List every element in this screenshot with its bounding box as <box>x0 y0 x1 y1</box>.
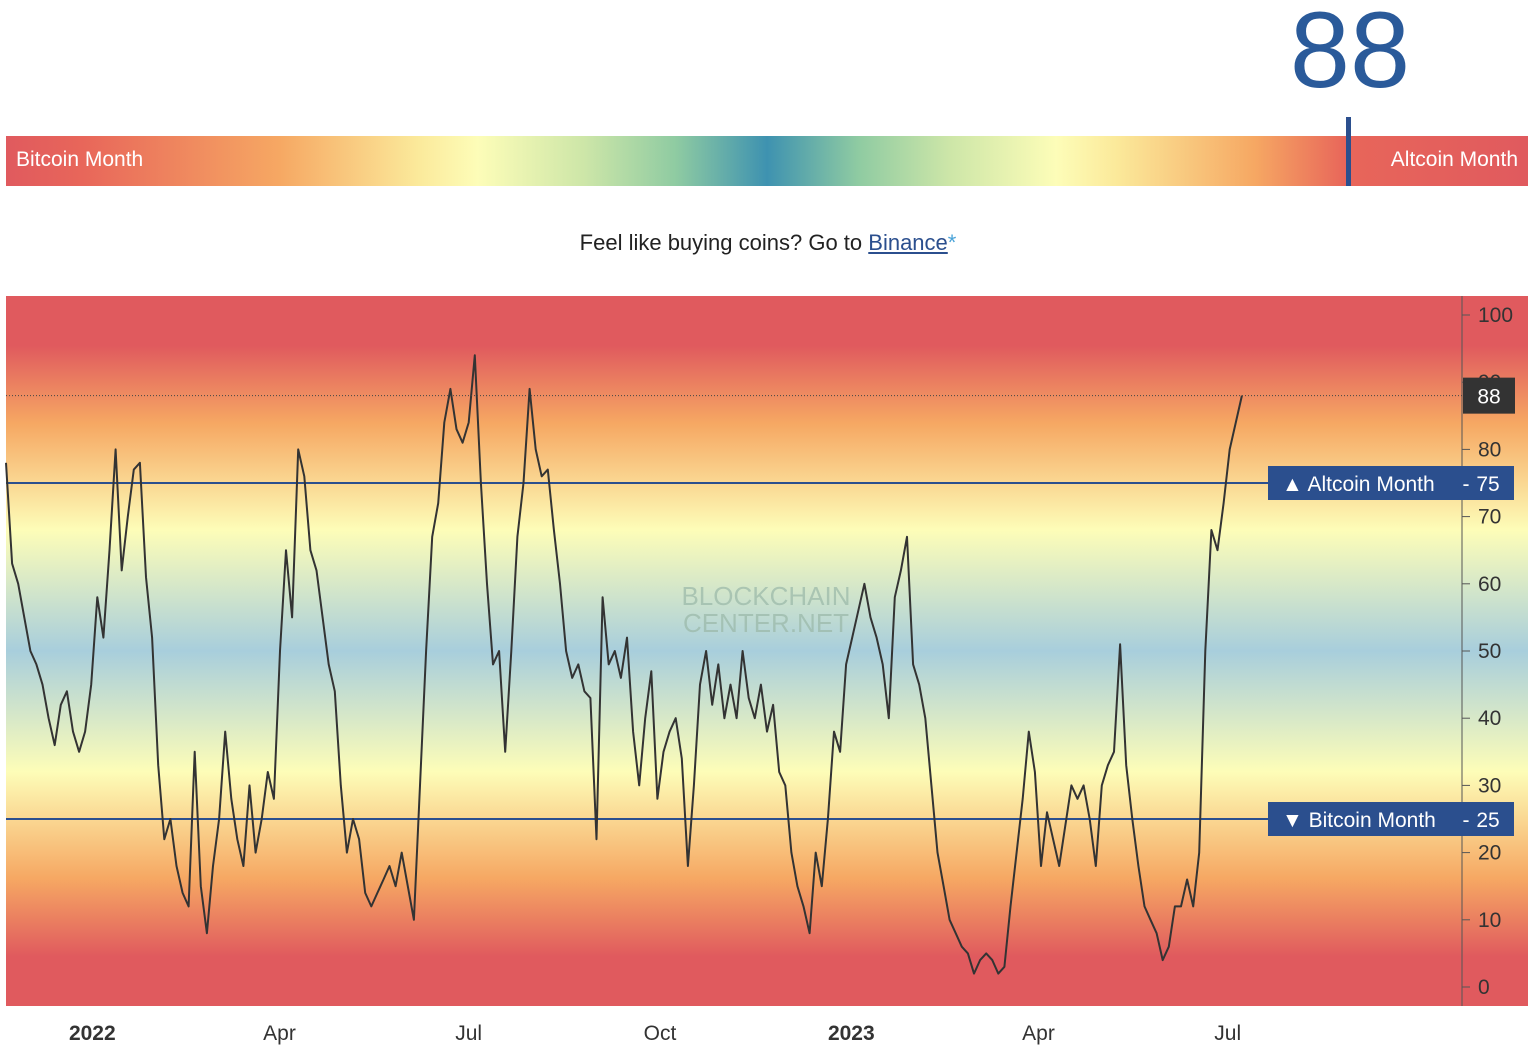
x-tick-label: Apr <box>1022 1022 1055 1045</box>
series-line <box>5 354 1243 975</box>
x-tick-label: 2023 <box>828 1022 875 1045</box>
ref-badge-altcoin <box>1268 466 1514 500</box>
x-tick-label: Oct <box>644 1022 677 1045</box>
ref-value-bitcoin: 25 <box>1476 809 1499 832</box>
y-tick-label: 0 <box>1478 976 1490 999</box>
ref-label-altcoin: ▲ Altcoin Month <box>1282 473 1435 496</box>
y-tick-label: 50 <box>1478 640 1501 663</box>
promo-asterisk: * <box>947 230 957 255</box>
x-tick-label: Apr <box>263 1022 296 1045</box>
y-tick-label: 40 <box>1478 707 1501 730</box>
binance-link[interactable]: Binance <box>868 230 948 255</box>
y-tick-label: 70 <box>1478 506 1501 529</box>
chart-background <box>6 296 1528 1006</box>
y-tick-label: 60 <box>1478 573 1501 596</box>
ref-label-bitcoin: ▼ Bitcoin Month <box>1282 809 1436 832</box>
x-tick-label: Jul <box>1214 1022 1241 1045</box>
last-value-badge: 88 <box>1463 377 1515 414</box>
y-tick-label: 10 <box>1478 909 1501 932</box>
ref-dash-bitcoin: - <box>1463 809 1470 832</box>
scale-label-altcoin: Altcoin Month <box>1390 148 1518 171</box>
last-value-label: 88 <box>1477 386 1500 409</box>
ref-value-altcoin: 75 <box>1476 473 1499 496</box>
reference-lines: ▲ Altcoin Month 75-▼ Bitcoin Month 25- <box>6 466 1514 836</box>
y-tick-label: 80 <box>1478 438 1501 461</box>
watermark-line2: CENTER.NET <box>683 608 849 638</box>
x-axis: 2022 Apr Jul Oct 2023 Apr Jul <box>69 1022 1241 1045</box>
y-tick-label: 20 <box>1478 842 1501 865</box>
promo-line: Feel like buying coins? Go to Binance* <box>0 230 1536 256</box>
season-scale-bar: Bitcoin Month Altcoin Month <box>6 136 1528 186</box>
ref-dash-altcoin: - <box>1463 473 1470 496</box>
scale-label-bitcoin: Bitcoin Month <box>16 148 144 171</box>
watermark-line1: BLOCKCHAIN <box>681 581 850 611</box>
ref-badge-bitcoin <box>1268 802 1514 836</box>
x-tick-label: 2022 <box>69 1022 116 1045</box>
y-tick-label: 100 <box>1478 304 1513 327</box>
x-tick-label: Jul <box>455 1022 482 1045</box>
scale-marker <box>1346 117 1351 186</box>
current-index-value: 88 <box>1289 0 1411 110</box>
promo-text: Feel like buying coins? Go to <box>579 230 869 255</box>
y-tick-label: 30 <box>1478 774 1501 797</box>
